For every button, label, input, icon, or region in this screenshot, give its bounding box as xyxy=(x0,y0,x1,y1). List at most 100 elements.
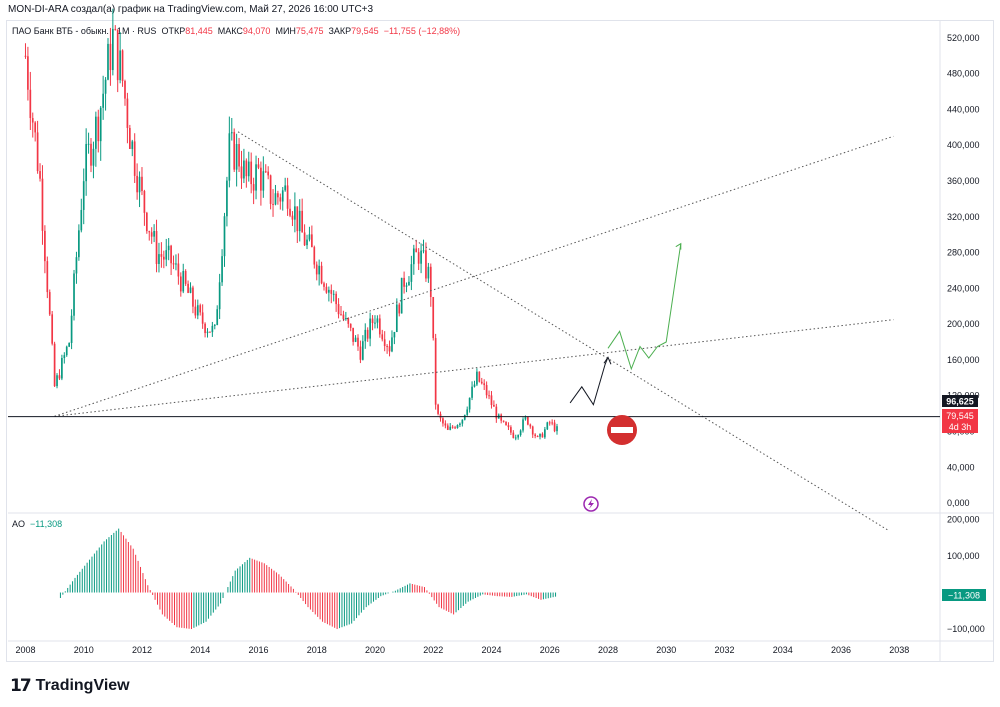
tradingview-brand: TradingView xyxy=(35,677,130,694)
candle-body xyxy=(230,132,233,134)
candle-body xyxy=(143,190,146,213)
candle-body xyxy=(478,371,481,382)
low-value: 75,475 xyxy=(295,26,324,36)
candle-body xyxy=(337,304,340,315)
trendline-descending xyxy=(237,131,888,531)
candle-body xyxy=(138,176,141,193)
candle-body xyxy=(371,318,374,324)
lightning-icon[interactable] xyxy=(583,496,599,512)
candle-body xyxy=(391,337,393,352)
forecast-green-path xyxy=(607,243,682,371)
candle-body xyxy=(531,426,534,435)
candle-body xyxy=(294,206,296,220)
price-tick-label: 520,000 xyxy=(947,33,980,43)
candle-body xyxy=(243,160,245,179)
candle-body xyxy=(553,422,556,432)
ao-label: AO xyxy=(12,519,26,529)
change-value: −11,755 (−12,88%) xyxy=(383,26,461,36)
candle-body xyxy=(116,29,119,81)
candle-body xyxy=(155,230,158,264)
candle-body xyxy=(124,80,126,99)
candle-body xyxy=(235,144,238,170)
ao-value: −11,308 xyxy=(30,519,63,529)
candle-body xyxy=(245,160,248,177)
price-tick-label: 40,000 xyxy=(947,462,975,472)
price-tick-label: 360,000 xyxy=(947,176,980,186)
trendline-ascending-steep xyxy=(54,135,894,417)
candle-body xyxy=(119,50,121,81)
chart-caption: MON-DI-ARA создал(а) график на TradingVi… xyxy=(8,4,374,15)
candle-body xyxy=(187,283,189,293)
candle-body xyxy=(165,250,168,260)
time-tick-label: 2020 xyxy=(365,645,385,655)
time-tick-label: 2014 xyxy=(190,645,210,655)
candle-body xyxy=(196,305,199,316)
price-tick-label: 400,000 xyxy=(947,140,980,150)
candle-body xyxy=(148,231,151,233)
candle-body xyxy=(444,423,447,426)
candle-body xyxy=(87,143,90,145)
candle-body xyxy=(320,265,323,284)
close-label: ЗАКР xyxy=(328,26,352,36)
candle-body xyxy=(121,50,124,81)
symbol-legend[interactable]: ПАО Банк ВТБ - обыкн. · 1M · RUS ОТКР81,… xyxy=(12,26,460,36)
candle-body xyxy=(541,433,544,438)
candle-body xyxy=(476,371,478,385)
candle-body xyxy=(264,171,267,173)
candle-body xyxy=(364,329,367,342)
candle-body xyxy=(381,334,384,340)
candle-body xyxy=(502,420,505,422)
candle-body xyxy=(73,273,75,316)
forecast-black-arrow xyxy=(603,356,612,365)
candle-body xyxy=(279,197,282,202)
time-tick-label: 2032 xyxy=(714,645,734,655)
chart-frame xyxy=(6,20,994,662)
candle-body xyxy=(250,161,253,185)
candle-body xyxy=(420,250,422,264)
candle-body xyxy=(495,406,498,419)
candle-body xyxy=(291,215,294,220)
candle-body xyxy=(172,263,175,265)
candle-body xyxy=(114,28,117,30)
candle-body xyxy=(274,193,277,205)
candle-body xyxy=(31,118,34,123)
level-badge: 96,625 xyxy=(942,395,978,407)
candle-body xyxy=(483,383,486,386)
candle-body xyxy=(417,252,420,264)
candle-body xyxy=(354,337,357,342)
tradingview-logo[interactable]: 17 TradingView xyxy=(10,676,130,696)
candle-body xyxy=(301,210,304,233)
candle-body xyxy=(104,79,107,94)
candle-body xyxy=(262,171,265,191)
ao-histogram xyxy=(59,528,557,630)
candle-body xyxy=(412,248,415,265)
candle-body xyxy=(403,277,405,287)
candle-body xyxy=(323,283,325,287)
candle-body xyxy=(468,397,471,410)
candle-body xyxy=(315,264,318,275)
candle-body xyxy=(463,414,466,420)
ao-legend[interactable]: AO −11,308 xyxy=(12,519,62,529)
candle-body xyxy=(485,385,488,396)
candle-body xyxy=(386,346,388,348)
candle-body xyxy=(473,384,476,387)
candle-body xyxy=(366,329,369,339)
level-badge-text: 96,625 xyxy=(946,397,974,407)
candle-body xyxy=(359,346,362,360)
high-value: 94,070 xyxy=(242,26,271,36)
candle-body xyxy=(56,375,58,387)
time-tick-label: 2038 xyxy=(889,645,909,655)
candle-body xyxy=(199,305,202,313)
candle-body xyxy=(376,318,379,323)
candle-body xyxy=(427,266,430,279)
candle-body xyxy=(260,167,262,191)
candle-body xyxy=(454,427,456,429)
candle-body xyxy=(192,287,194,307)
candle-body xyxy=(133,141,136,176)
candle-body xyxy=(449,426,452,430)
candle-body xyxy=(551,422,554,424)
candle-body xyxy=(352,327,354,342)
candle-body xyxy=(141,176,143,191)
price-tick-label: 320,000 xyxy=(947,212,980,222)
